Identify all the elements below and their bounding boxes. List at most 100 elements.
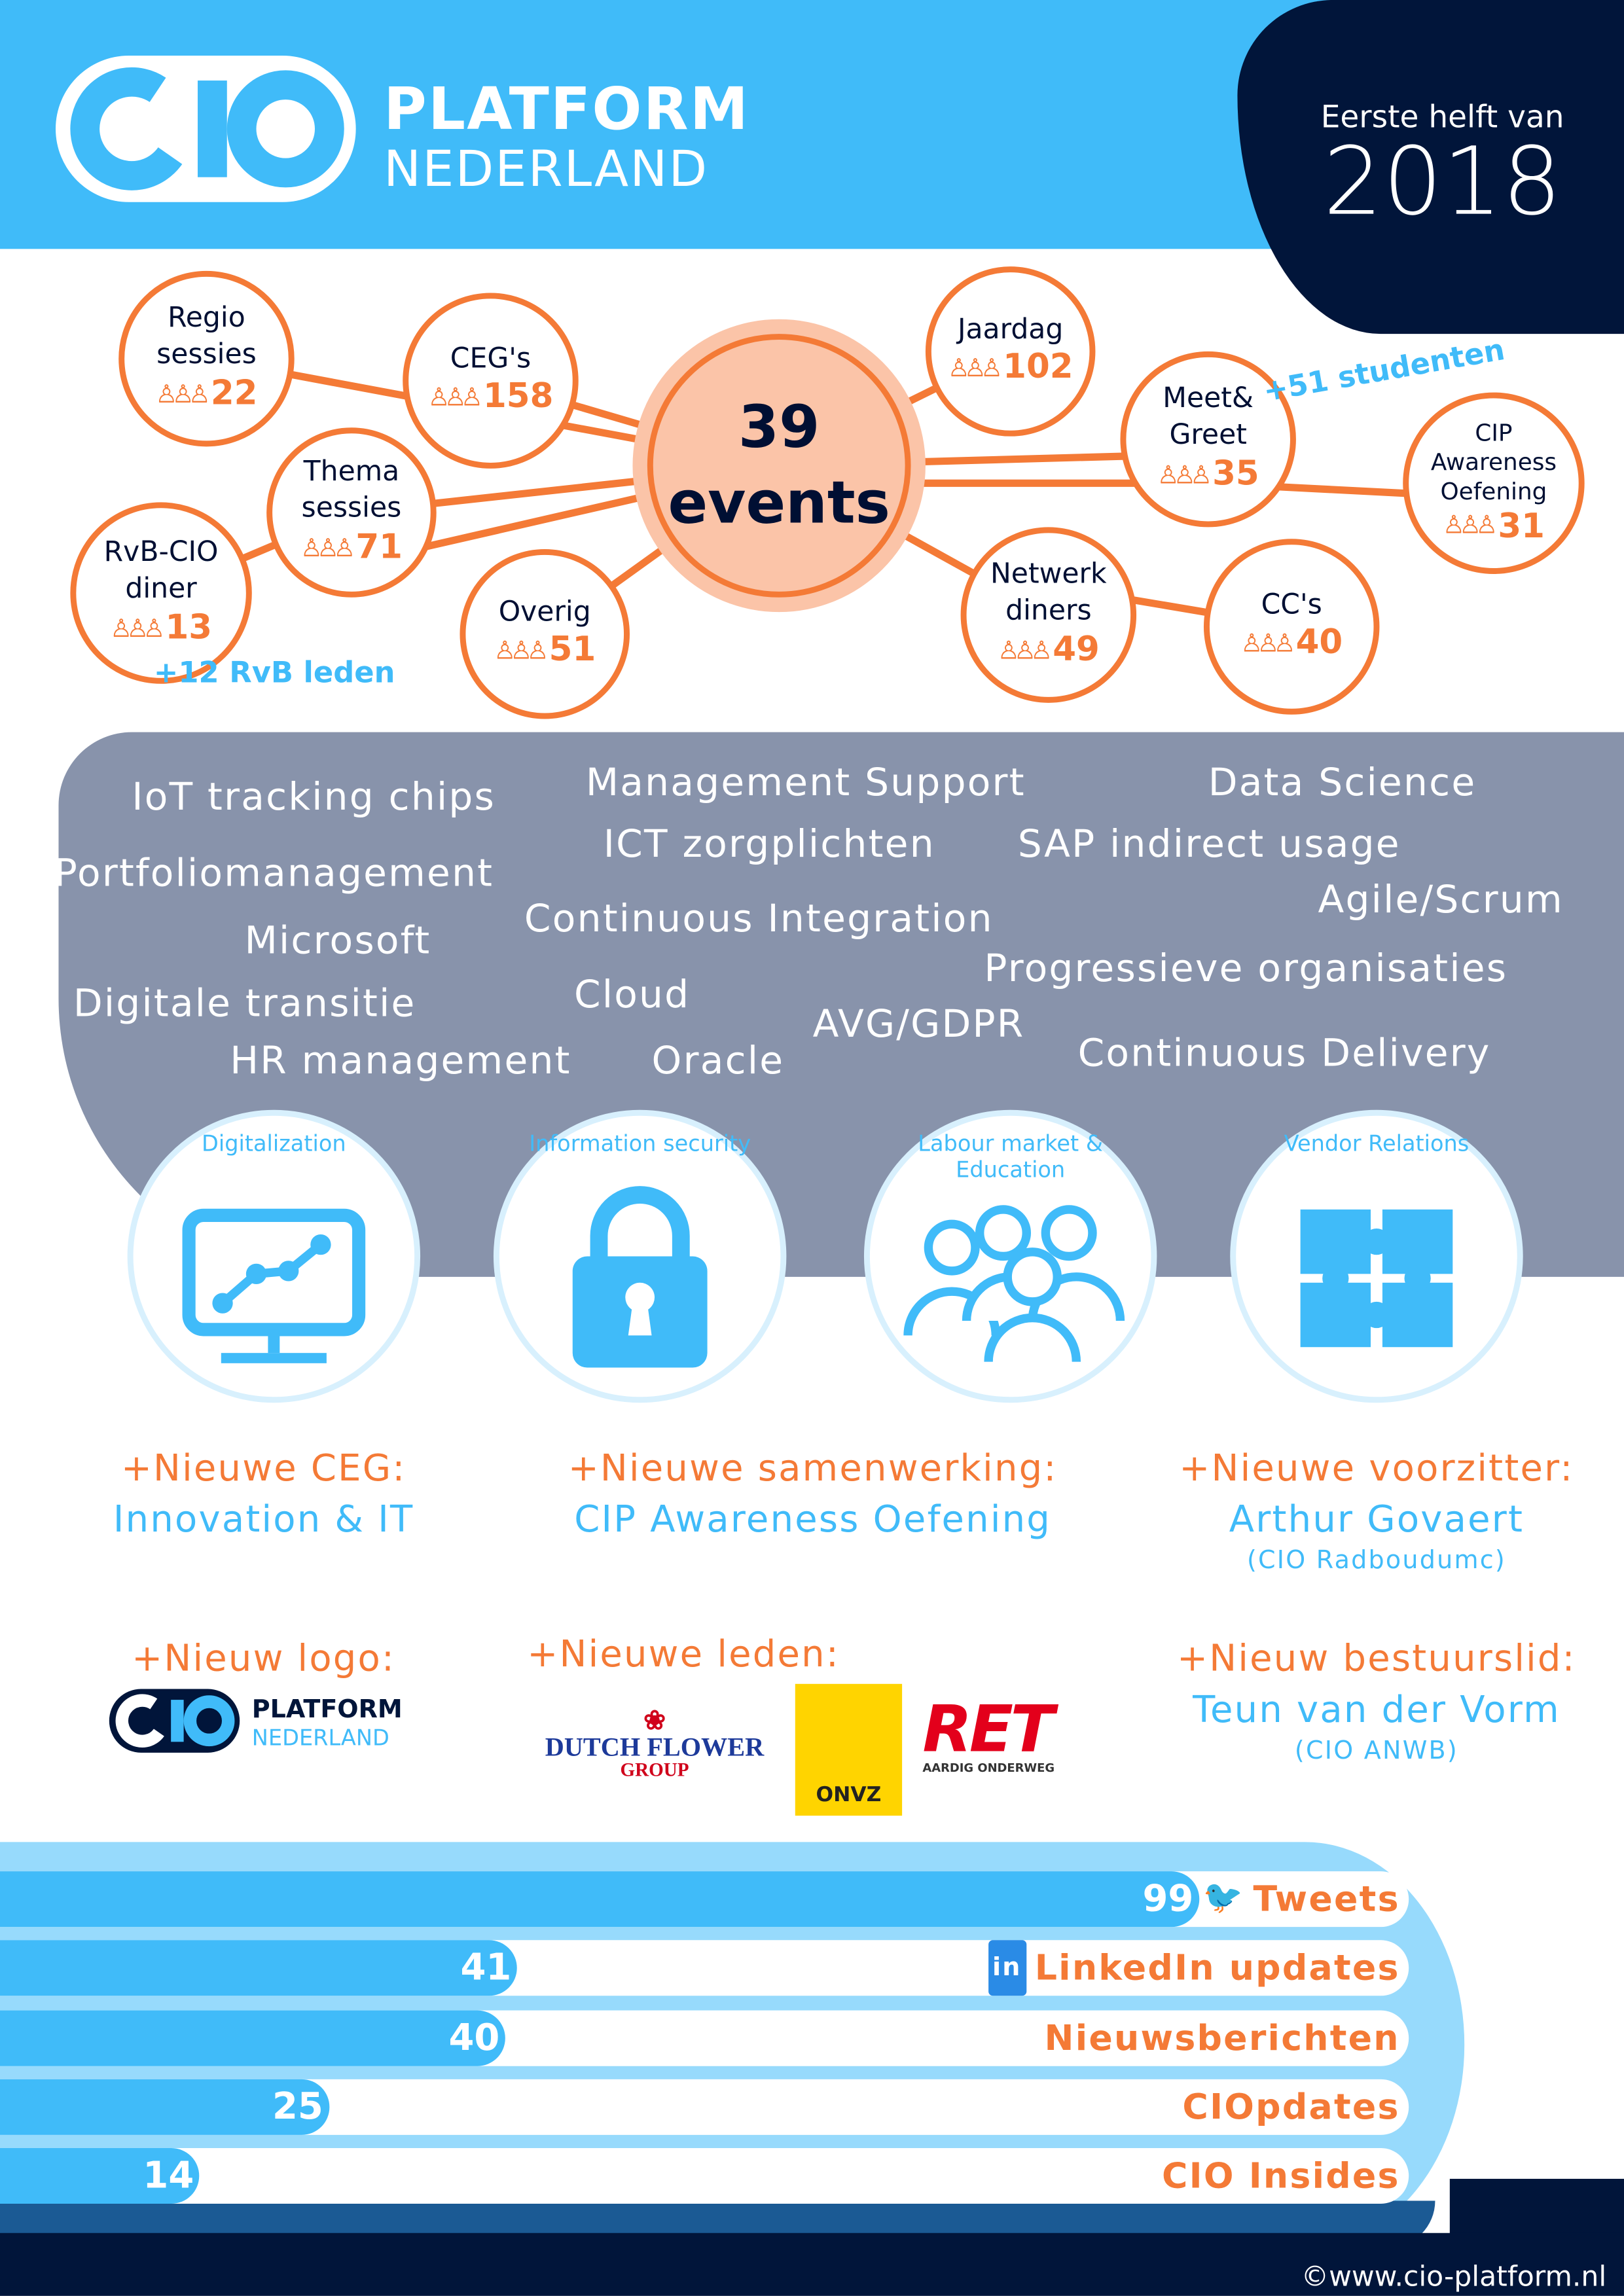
topic-tag[interactable]: Agile/Scrum: [1318, 878, 1564, 923]
people-group-icon: ♙♙♙: [1240, 630, 1295, 660]
event-node-count: ♙♙♙ 71: [300, 527, 403, 571]
people-group-icon: ♙♙♙: [947, 355, 1003, 384]
flower-icon: ❀: [643, 1706, 666, 1736]
news-body: Arthur Govaert: [1229, 1498, 1525, 1541]
people-icon: [903, 1205, 1125, 1362]
bar-label-text: Tweets: [1253, 1878, 1400, 1920]
topic-tag[interactable]: AVG/GDPR: [812, 1003, 1025, 1047]
people-group-icon: ♙♙♙: [1442, 511, 1498, 541]
event-node: Thema sessies ♙♙♙ 71: [266, 427, 437, 598]
people-group-icon: ♙♙♙: [427, 384, 483, 414]
event-node-label: Meet& Greet: [1163, 382, 1254, 452]
event-node-count: ♙♙♙ 158: [428, 377, 554, 421]
topic-tag[interactable]: ICT zorgplichten: [603, 823, 935, 867]
event-node-label: Regio sessies: [156, 302, 257, 371]
footer-url[interactable]: ©www.cio-platform.nl: [1301, 2261, 1607, 2293]
event-node-count-value: 13: [165, 609, 213, 647]
bar-label-text: Nieuwsberichten: [1044, 2017, 1400, 2058]
event-node: Jaardag ♙♙♙ 102: [925, 266, 1096, 437]
member-name: GROUP: [620, 1758, 689, 1781]
theme-label: Vendor Relations: [1284, 1130, 1470, 1157]
new-logo-brand2: NEDERLAND: [251, 1725, 389, 1751]
bar-fill: 25: [0, 2079, 329, 2135]
news-body: Teun van der Vorm: [1193, 1688, 1561, 1731]
note-rvb: +12 RvB leden: [153, 655, 395, 690]
topic-tag[interactable]: Digitale transitie: [73, 982, 416, 1027]
topic-tag[interactable]: Progressieve organisaties: [984, 947, 1508, 992]
theme-label: Information security: [529, 1130, 751, 1157]
news-title: +Nieuwe leden:: [527, 1632, 840, 1676]
bar-row: 25 CIOpdates: [0, 2079, 1409, 2135]
news-item: +Nieuwe samenwerking: CIP Awareness Oefen…: [527, 1443, 1098, 1545]
bar-label: in LinkedIn updates: [988, 1940, 1399, 1996]
new-logo: PLATFORM NEDERLAND: [103, 1684, 425, 1757]
event-node-count-value: 158: [482, 378, 554, 417]
event-node-count: ♙♙♙ 31: [1443, 506, 1545, 548]
news-title: +Nieuw bestuurslid:: [1177, 1637, 1576, 1680]
topic-tag[interactable]: Portfoliomanagement: [54, 852, 494, 897]
event-node-label: CC's: [1261, 588, 1322, 620]
padlock-icon: [572, 1186, 708, 1368]
event-node-count-value: 35: [1212, 455, 1259, 493]
bar-row: 14 CIO Insides: [0, 2148, 1409, 2204]
news-item: +Nieuwe voorzitter: Arthur Govaert (CIO Ra…: [1142, 1443, 1611, 1580]
puzzle-icon: [1300, 1209, 1453, 1348]
news-sub: (CIO Radboudumc): [1246, 1546, 1506, 1576]
event-node: CC's ♙♙♙ 40: [1203, 539, 1380, 715]
event-node-count: ♙♙♙ 49: [998, 629, 1100, 673]
event-node: Overig ♙♙♙ 51: [460, 548, 630, 719]
news-item: +Nieuwe CEG: Innovation & IT: [51, 1443, 476, 1545]
bar-label: 🐦 Tweets: [1203, 1871, 1400, 1927]
event-node-count-value: 51: [549, 632, 596, 670]
bar-label: CIOpdates: [1182, 2079, 1399, 2135]
event-node-label: Netwerk diners: [990, 558, 1107, 627]
member-tagline: AARDIG ONDERWEG: [922, 1761, 1055, 1775]
news-body: Innovation & IT: [113, 1498, 414, 1541]
member-dutch-flower: ❀ DUTCH FLOWER GROUP: [530, 1708, 779, 1780]
event-node-count: ♙♙♙ 22: [155, 373, 257, 417]
news-item: +Nieuw bestuurslid: Teun van der Vorm (CIO…: [1142, 1632, 1611, 1770]
event-node: CIP Awareness Oefening ♙♙♙ 31: [1403, 392, 1585, 574]
bar-fill: 41: [0, 1940, 518, 1996]
total-events-number: 39: [738, 393, 820, 461]
news-title: +Nieuwe voorzitter:: [1179, 1446, 1574, 1490]
news-item: +Nieuw logo:: [51, 1632, 476, 1683]
bar-label-text: CIOpdates: [1182, 2086, 1400, 2128]
event-node-label: CEG's: [450, 342, 532, 375]
brand-nederland: NEDERLAND: [384, 140, 709, 200]
bar-row: 40 Nieuwsberichten: [0, 2009, 1409, 2066]
event-node-count-value: 71: [355, 528, 403, 567]
topic-tag[interactable]: Continuous Delivery: [1077, 1032, 1491, 1077]
period-label: Eerste helft van: [1320, 99, 1564, 135]
bar-row: 41 in LinkedIn updates: [0, 1940, 1409, 1996]
topic-tag[interactable]: HR management: [230, 1039, 571, 1084]
event-node: Regio sessies ♙♙♙ 22: [118, 270, 295, 447]
event-node-label: Overig: [498, 595, 591, 628]
bar-fill: 14: [0, 2148, 200, 2204]
event-node-count-value: 49: [1053, 630, 1100, 669]
brand-platform: PLATFORM: [384, 76, 750, 144]
event-node-label: CIP Awareness Oefening: [1430, 418, 1557, 505]
total-events-label: events: [668, 470, 890, 538]
topic-tag[interactable]: Microsoft: [244, 919, 431, 964]
news-body: CIP Awareness Oefening: [574, 1498, 1052, 1541]
theme-label: Labour market & Education: [918, 1130, 1104, 1183]
topic-tag[interactable]: Cloud: [573, 973, 691, 1018]
topic-tag[interactable]: Oracle: [651, 1039, 785, 1084]
event-node-count: ♙♙♙ 102: [948, 348, 1074, 391]
people-group-icon: ♙♙♙: [300, 533, 355, 564]
topic-tag[interactable]: Management Support: [585, 761, 1026, 806]
bar-fill: 99: [0, 1871, 1200, 1928]
topic-tag[interactable]: SAP indirect usage: [1017, 823, 1401, 867]
footer-corner: [1449, 2178, 1624, 2238]
people-group-icon: ♙♙♙: [110, 614, 165, 644]
event-node: CEG's ♙♙♙ 158: [403, 293, 579, 469]
bar-label: Nieuwsberichten: [1045, 2010, 1400, 2066]
topic-tag[interactable]: Data Science: [1208, 761, 1477, 806]
topic-tag[interactable]: Continuous Integration: [524, 897, 994, 942]
topic-tag[interactable]: IoT tracking chips: [132, 776, 496, 820]
footer: [0, 2233, 1624, 2296]
news-title: +Nieuwe CEG:: [120, 1446, 406, 1490]
event-node: Meet& Greet ♙♙♙ 35: [1120, 351, 1296, 528]
